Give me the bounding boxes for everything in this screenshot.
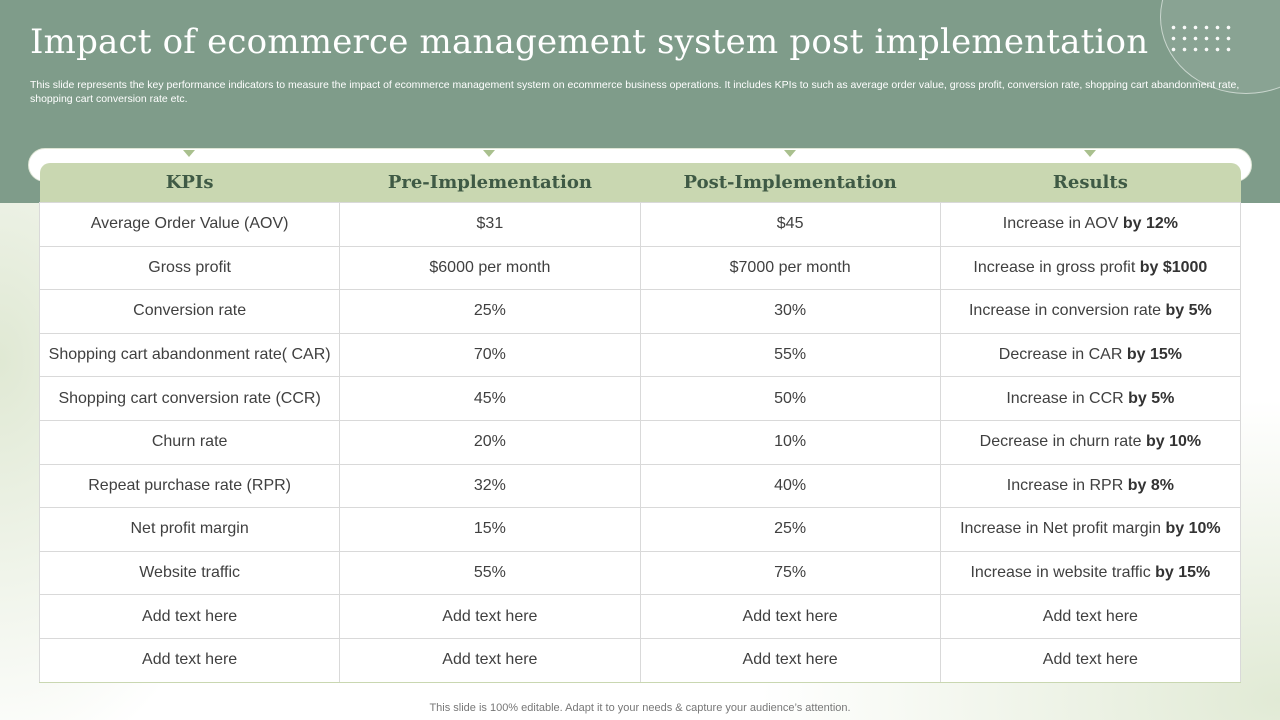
result-change-value: by $1000 (1139, 258, 1208, 276)
table-row: Shopping cart abandonment rate( CAR) 70% 5… (38, 332, 1242, 378)
post-implementation-cell: $7000 per month (639, 245, 941, 291)
result-change-value: by 12% (1122, 215, 1178, 233)
post-implementation-cell: Add text here (639, 594, 941, 639)
result-text: Decrease in CAR (998, 346, 1123, 364)
kpi-cell: Conversion rate (38, 289, 341, 334)
table-body: Average Order Value (AOV) $31 $45 Increase … (38, 202, 1242, 683)
result-cell: Increase in website traffic by 15% (939, 550, 1242, 596)
slide-subtitle: This slide represents the key performanc… (30, 79, 1240, 105)
result-cell: Increase in conversion rate by 5% (939, 289, 1242, 334)
result-cell: Decrease in churn rate by 10% (939, 419, 1242, 465)
pre-implementation-cell: 70% (339, 332, 641, 378)
kpi-cell: Shopping cart conversion rate (CCR) (38, 376, 341, 421)
post-implementation-cell: 30% (639, 289, 941, 334)
post-implementation-cell: $45 (639, 202, 941, 247)
result-change-value: by 8% (1127, 476, 1174, 494)
table-row: Repeat purchase rate (RPR) 32% 40% Increase… (38, 463, 1242, 509)
column-marker-results (1084, 150, 1096, 157)
result-cell: Increase in Net profit margin by 10% (939, 507, 1242, 552)
result-text: Increase in RPR (1006, 476, 1124, 494)
result-text: Increase in conversion rate (968, 302, 1162, 320)
result-cell: Increase in gross profit by $1000 (939, 245, 1242, 291)
post-implementation-cell: 10% (639, 419, 941, 465)
result-change-value: by 5% (1128, 389, 1175, 407)
result-cell: Increase in RPR by 8% (939, 463, 1242, 509)
table-row: Churn rate 20% 10% Decrease in churn rate b… (38, 419, 1242, 465)
pre-implementation-cell: Add text here (339, 637, 641, 683)
header-pre-implementation: Pre-Implementation (339, 163, 640, 203)
kpi-cell: Add text here (38, 637, 341, 683)
result-text: Add text here (1042, 651, 1138, 669)
kpi-cell: Gross profit (38, 245, 341, 291)
kpi-cell: Shopping cart abandonment rate( CAR) (38, 332, 341, 378)
result-change-value: by 10% (1145, 433, 1202, 451)
table-row: Add text here Add text here Add text here A… (38, 637, 1242, 683)
kpi-cell: Add text here (38, 594, 341, 639)
kpi-cell: Repeat purchase rate (RPR) (38, 463, 341, 509)
slide-title: Impact of ecommerce management system po… (30, 22, 1149, 62)
table-row: Conversion rate 25% 30% Increase in convers… (38, 289, 1242, 334)
result-change-value: by 15% (1126, 346, 1182, 364)
decorative-dot-grid (1168, 22, 1234, 54)
column-marker-pre (483, 150, 495, 157)
kpi-cell: Average Order Value (AOV) (38, 202, 341, 247)
kpi-cell: Website traffic (38, 550, 341, 596)
post-implementation-cell: 50% (639, 376, 941, 421)
result-text: Increase in website traffic (970, 564, 1151, 582)
table-row: Net profit margin 15% 25% Increase in Net p… (38, 507, 1242, 552)
kpi-cell: Churn rate (38, 419, 341, 465)
column-marker-post (784, 150, 796, 157)
kpi-cell: Net profit margin (38, 507, 341, 552)
header-kpis: KPIs (39, 163, 340, 203)
result-change-value: by 10% (1165, 520, 1221, 538)
pre-implementation-cell: 15% (339, 507, 641, 552)
pre-implementation-cell: 20% (339, 419, 641, 465)
table-row: Gross profit $6000 per month $7000 per mon… (38, 245, 1242, 291)
pre-implementation-cell: 55% (339, 550, 641, 596)
pre-implementation-cell: 25% (339, 289, 641, 334)
post-implementation-cell: 25% (639, 507, 941, 552)
pre-implementation-cell: $6000 per month (339, 245, 641, 291)
result-text: Increase in AOV (1002, 215, 1119, 233)
result-cell: Add text here (939, 637, 1242, 683)
result-text: Increase in Net profit margin (960, 520, 1162, 538)
result-text: Increase in gross profit (973, 258, 1136, 276)
result-text: Decrease in churn rate (979, 433, 1142, 451)
post-implementation-cell: 55% (639, 332, 941, 378)
pre-implementation-cell: Add text here (339, 594, 641, 639)
header-post-implementation: Post-Implementation (640, 163, 941, 203)
post-implementation-cell: Add text here (639, 637, 941, 683)
result-cell: Decrease in CAR by 15% (939, 332, 1242, 378)
result-text: Add text here (1042, 607, 1138, 625)
table-header-row: KPIs Pre-Implementation Post-Implementat… (39, 163, 1241, 203)
header-results: Results (940, 163, 1241, 203)
result-cell: Increase in CCR by 5% (939, 376, 1242, 421)
result-change-value: by 5% (1165, 302, 1212, 320)
pre-implementation-cell: $31 (339, 202, 641, 247)
pre-implementation-cell: 45% (339, 376, 641, 421)
result-cell: Increase in AOV by 12% (939, 202, 1242, 247)
column-marker-kpis (183, 150, 195, 157)
slide-footer: This slide is 100% editable. Adapt it to… (429, 702, 851, 714)
table-row: Shopping cart conversion rate (CCR) 45% 50… (38, 376, 1242, 421)
result-change-value: by 15% (1155, 564, 1211, 582)
result-text: Increase in CCR (1006, 389, 1124, 407)
table-row: Average Order Value (AOV) $31 $45 Increase … (38, 202, 1242, 247)
table-row: Add text here Add text here Add text here A… (38, 594, 1242, 639)
post-implementation-cell: 40% (639, 463, 941, 509)
table-row: Website traffic 55% 75% Increase in website… (38, 550, 1242, 596)
post-implementation-cell: 75% (639, 550, 941, 596)
result-cell: Add text here (939, 594, 1242, 639)
kpi-table: KPIs Pre-Implementation Post-Implementat… (38, 163, 1242, 683)
pre-implementation-cell: 32% (339, 463, 641, 509)
